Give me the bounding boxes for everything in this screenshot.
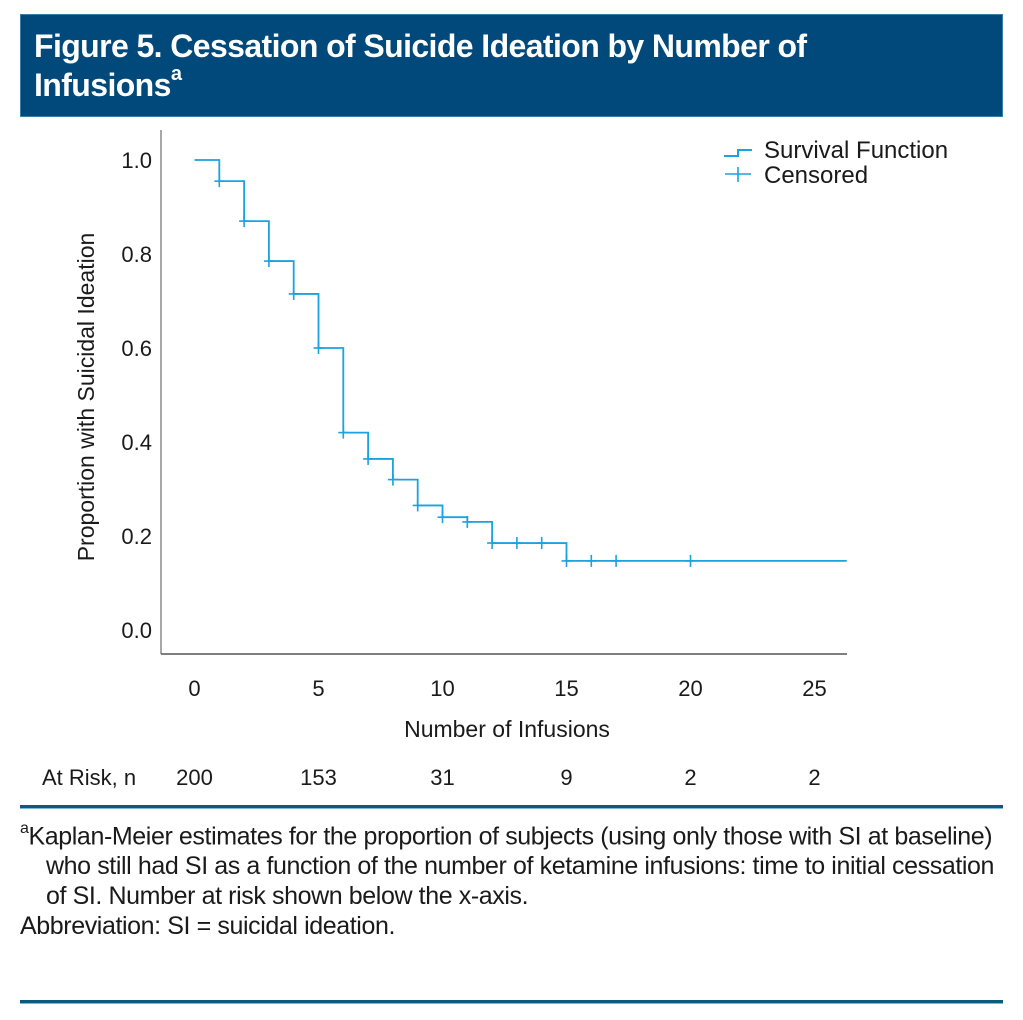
at-risk-label: At Risk, n (42, 765, 136, 790)
legend: Survival Function Censored (724, 137, 948, 189)
survival-function-legend-icon (724, 149, 752, 157)
x-tick-label: 0 (188, 676, 200, 701)
at-risk-value: 153 (300, 765, 337, 790)
footnote-main: aKaplan-Meier estimates for the proporti… (20, 816, 1003, 911)
censor-mark (214, 175, 225, 188)
at-risk-value: 2 (808, 765, 820, 790)
censor-mark (462, 515, 473, 528)
x-tick-label: 10 (430, 676, 454, 701)
x-axis-title: Number of Infusions (404, 716, 610, 742)
censor-mark (387, 473, 398, 486)
figure-title-line2: Infusions (34, 67, 171, 103)
x-tick-label: 5 (312, 676, 324, 701)
y-axis-title: Proportion with Suicidal Ideation (73, 233, 99, 562)
y-tick-label: 0.0 (121, 618, 152, 643)
footnote-top-rule (20, 805, 1003, 809)
censor-mark (338, 426, 349, 439)
figure-title-line1: Figure 5. Cessation of Suicide Ideation … (34, 28, 807, 64)
censor-mark (586, 554, 597, 567)
y-tick-label: 0.4 (121, 430, 152, 455)
y-tick-label: 0.6 (121, 336, 152, 361)
km-chart: 0.0 0.2 0.4 0.6 0.8 1.0 0 5 10 15 20 25 Proportion… (42, 130, 948, 790)
censor-mark (239, 215, 250, 228)
censor-mark (263, 255, 274, 268)
censor-mark (685, 554, 696, 567)
at-risk-value: 9 (560, 765, 572, 790)
x-tick-label: 25 (802, 676, 826, 701)
at-risk-row: At Risk, n 200 153 31 9 2 2 (42, 765, 821, 790)
footnote-bottom-rule (20, 1000, 1003, 1004)
censor-mark (288, 287, 299, 300)
x-tick-label: 20 (678, 676, 702, 701)
y-tick-label: 0.8 (121, 242, 152, 267)
censor-mark (363, 452, 374, 465)
legend-label-survival-function: Survival Function (764, 137, 948, 164)
footnote: aKaplan-Meier estimates for the proporti… (20, 816, 1003, 941)
survival-curve-group (194, 159, 847, 562)
y-tick-label: 1.0 (121, 148, 152, 173)
footnote-main-text: Kaplan-Meier estimates for the proportio… (28, 822, 995, 911)
at-risk-value: 31 (430, 765, 454, 790)
censor-mark (561, 554, 572, 567)
at-risk-value: 200 (176, 765, 213, 790)
censor-mark (412, 499, 423, 512)
censored-legend-icon (725, 167, 751, 182)
censor-mark (437, 511, 448, 524)
x-tick-labels: 0 5 10 15 20 25 (188, 676, 826, 701)
censor-marks-group (214, 175, 696, 567)
censor-mark (611, 554, 622, 567)
figure-header: Figure 5. Cessation of Suicide Ideation … (20, 14, 1003, 117)
figure-title: Figure 5. Cessation of Suicide Ideation … (34, 27, 989, 105)
censor-mark (536, 537, 547, 550)
axes (160, 130, 847, 655)
x-tick-label: 15 (554, 676, 578, 701)
censor-mark (511, 537, 522, 550)
at-risk-value: 2 (684, 765, 696, 790)
legend-label-censored: Censored (764, 162, 868, 189)
survival-function-line (194, 159, 847, 562)
censor-mark (313, 342, 324, 354)
footnote-abbreviation: Abbreviation: SI = suicidal ideation. (20, 912, 396, 941)
title-footnote-marker: a (170, 63, 182, 86)
footnote-marker: a (20, 820, 29, 837)
censor-mark (487, 537, 498, 550)
y-tick-label: 0.2 (121, 524, 152, 549)
y-tick-labels: 0.0 0.2 0.4 0.6 0.8 1.0 (121, 148, 152, 643)
